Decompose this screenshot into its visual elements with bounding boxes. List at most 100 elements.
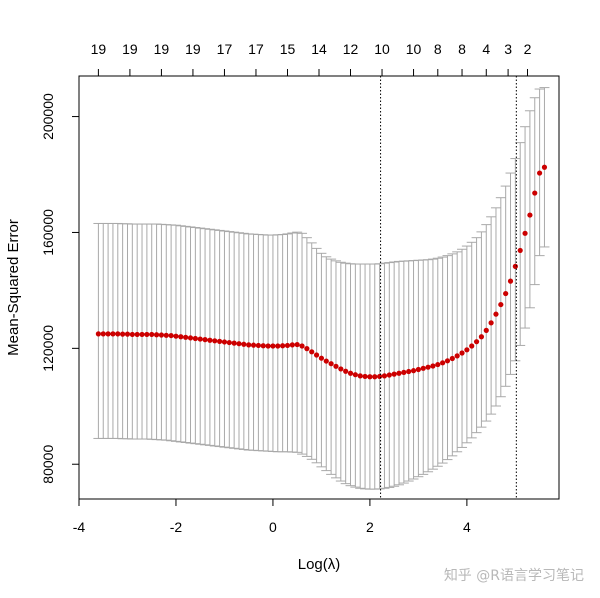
mse-point <box>469 343 475 349</box>
mse-point <box>120 331 126 337</box>
error-bar <box>253 233 264 452</box>
mse-point <box>338 366 344 372</box>
error-bar <box>520 126 531 329</box>
error-bar <box>141 223 152 440</box>
y-tick-label: 80000 <box>40 445 56 484</box>
error-bar <box>185 226 196 444</box>
error-bar <box>500 185 511 387</box>
mse-point <box>187 335 194 341</box>
mse-point <box>328 361 334 367</box>
error-bar <box>166 224 177 442</box>
error-bar <box>457 248 468 448</box>
mse-point <box>352 372 358 378</box>
mse-point <box>255 342 261 349</box>
top-tick-label: 19 <box>185 41 201 57</box>
top-axis-nonzero-counts: 19 19 19 19 17 17 15 14 12 10 10 8 8 4 3 2 <box>91 41 532 77</box>
mse-point <box>265 343 271 349</box>
mse-point <box>246 342 252 348</box>
y-tick-label: 120000 <box>40 325 56 372</box>
reference-lines <box>380 76 517 499</box>
top-tick-label: 12 <box>343 41 359 57</box>
mse-point <box>313 352 320 358</box>
mse-point <box>372 374 378 380</box>
mse-point <box>163 332 169 338</box>
error-bar <box>229 231 240 449</box>
error-bar <box>224 231 235 449</box>
error-bar <box>175 225 186 443</box>
mse-point <box>459 350 465 356</box>
mse-point <box>367 374 373 380</box>
error-bar <box>146 223 157 440</box>
mse-point <box>343 368 349 374</box>
error-bar <box>234 232 244 450</box>
error-bar <box>267 234 278 452</box>
error-bar <box>243 233 254 451</box>
mse-point <box>517 247 523 254</box>
error-bar <box>248 233 259 451</box>
mse-point <box>430 363 436 369</box>
error-bar <box>170 224 181 442</box>
mse-point <box>377 373 383 380</box>
mse-point <box>357 373 363 379</box>
mse-point <box>207 337 213 343</box>
mse-point <box>153 332 160 338</box>
top-tick-label: 4 <box>482 41 490 57</box>
x-tick-label: 2 <box>366 519 374 535</box>
mse-point <box>158 332 165 338</box>
mse-point <box>289 342 295 348</box>
mse-point <box>440 360 446 366</box>
mse-point <box>231 340 237 346</box>
error-bar <box>524 110 535 309</box>
top-tick-label: 8 <box>434 41 442 57</box>
mse-point <box>221 339 228 345</box>
mse-point <box>532 190 538 196</box>
mse-point <box>129 331 135 338</box>
error-bar <box>466 241 477 439</box>
mse-point <box>110 331 116 337</box>
mse-point <box>260 343 266 349</box>
error-bar <box>117 223 128 440</box>
mse-point <box>420 365 426 371</box>
error-bar <box>490 207 501 407</box>
mse-point <box>493 311 499 317</box>
mse-point <box>444 358 451 364</box>
mse-point <box>275 343 281 349</box>
top-tick-label: 10 <box>374 41 390 57</box>
watermark-text: 知乎 @R语言学习笔记 <box>444 567 584 584</box>
mse-point <box>192 335 198 342</box>
error-bar <box>190 227 201 445</box>
mse-point <box>333 363 339 369</box>
y-tick-label: 160000 <box>40 209 56 256</box>
x-axis-title: Log(λ) <box>298 556 341 573</box>
mse-point <box>454 353 460 359</box>
error-bar <box>137 223 148 440</box>
mse-point <box>280 343 286 349</box>
mse-point <box>226 339 232 346</box>
mse-point <box>139 331 145 338</box>
mse-point <box>236 341 242 347</box>
error-bar <box>263 234 274 452</box>
error-bar <box>112 222 123 439</box>
plot-frame <box>78 75 560 500</box>
error-bar <box>161 224 172 441</box>
error-bar <box>505 172 516 375</box>
mse-point <box>396 370 402 376</box>
mse-point <box>449 355 455 362</box>
mse-point <box>318 355 325 361</box>
error-bar <box>132 223 143 440</box>
error-bar <box>151 223 162 441</box>
x-axis: -4 -2 0 2 4 <box>73 498 471 535</box>
y-axis: 80000 120000 160000 200000 <box>40 93 80 484</box>
error-bar <box>510 158 521 362</box>
mse-point <box>464 347 470 353</box>
mse-point <box>95 331 101 337</box>
mse-point <box>512 263 518 269</box>
top-tick-label: 19 <box>154 41 170 57</box>
x-tick-label: 4 <box>463 519 471 535</box>
y-axis-title: Mean-Squared Error <box>5 219 22 356</box>
mse-point <box>478 334 485 340</box>
error-bar <box>447 253 458 457</box>
mse-point <box>488 320 494 326</box>
error-bar <box>122 223 133 440</box>
mse-point <box>173 333 179 339</box>
